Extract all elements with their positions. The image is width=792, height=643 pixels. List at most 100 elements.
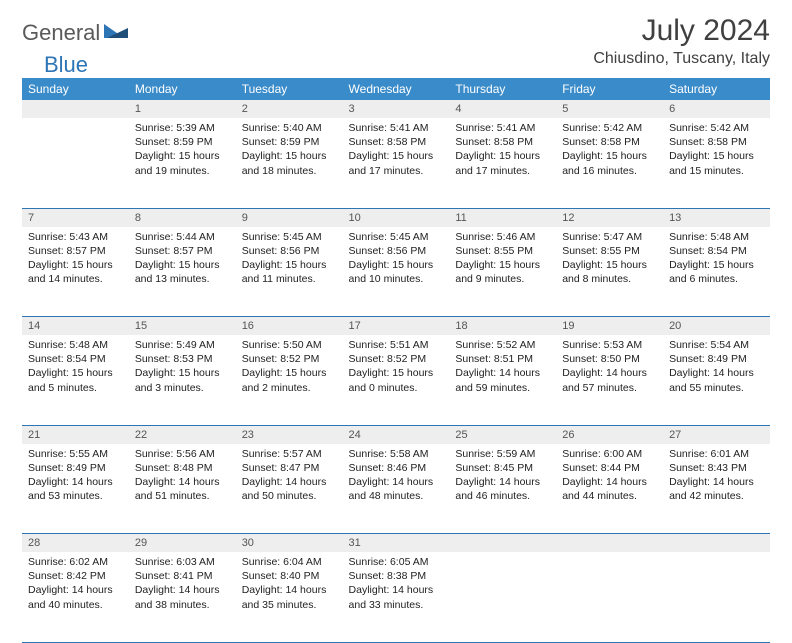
calendar-table: SundayMondayTuesdayWednesdayThursdayFrid… bbox=[22, 78, 770, 643]
day-cell-body: Sunrise: 5:41 AMSunset: 8:58 PMDaylight:… bbox=[343, 118, 450, 184]
day-cell-body: Sunrise: 5:43 AMSunset: 8:57 PMDaylight:… bbox=[22, 227, 129, 293]
day-cell-body: Sunrise: 6:02 AMSunset: 8:42 PMDaylight:… bbox=[22, 552, 129, 618]
day-cell-body: Sunrise: 5:55 AMSunset: 8:49 PMDaylight:… bbox=[22, 444, 129, 510]
day-number: 6 bbox=[663, 100, 770, 118]
day-number: 9 bbox=[236, 208, 343, 227]
week-row: Sunrise: 6:02 AMSunset: 8:42 PMDaylight:… bbox=[22, 552, 770, 642]
day-cell-body: Sunrise: 5:58 AMSunset: 8:46 PMDaylight:… bbox=[343, 444, 450, 510]
day-number bbox=[22, 100, 129, 118]
day-number-row: 78910111213 bbox=[22, 208, 770, 227]
day-number: 20 bbox=[663, 317, 770, 336]
logo: General bbox=[22, 20, 130, 46]
logo-text-blue: Blue bbox=[44, 52, 88, 78]
day-header: Sunday bbox=[22, 78, 129, 100]
day-cell-body: Sunrise: 5:52 AMSunset: 8:51 PMDaylight:… bbox=[449, 335, 556, 401]
day-number: 13 bbox=[663, 208, 770, 227]
day-number: 3 bbox=[343, 100, 450, 118]
week-row: Sunrise: 5:43 AMSunset: 8:57 PMDaylight:… bbox=[22, 227, 770, 317]
day-cell bbox=[22, 118, 129, 208]
week-row: Sunrise: 5:39 AMSunset: 8:59 PMDaylight:… bbox=[22, 118, 770, 208]
week-row: Sunrise: 5:55 AMSunset: 8:49 PMDaylight:… bbox=[22, 444, 770, 534]
week-row: Sunrise: 5:48 AMSunset: 8:54 PMDaylight:… bbox=[22, 335, 770, 425]
day-cell-body: Sunrise: 5:53 AMSunset: 8:50 PMDaylight:… bbox=[556, 335, 663, 401]
day-cell-body: Sunrise: 5:40 AMSunset: 8:59 PMDaylight:… bbox=[236, 118, 343, 184]
day-cell-body: Sunrise: 5:49 AMSunset: 8:53 PMDaylight:… bbox=[129, 335, 236, 401]
day-number: 19 bbox=[556, 317, 663, 336]
day-cell-body: Sunrise: 5:46 AMSunset: 8:55 PMDaylight:… bbox=[449, 227, 556, 293]
day-cell-body: Sunrise: 6:05 AMSunset: 8:38 PMDaylight:… bbox=[343, 552, 450, 618]
day-number-row: 123456 bbox=[22, 100, 770, 118]
day-cell: Sunrise: 5:57 AMSunset: 8:47 PMDaylight:… bbox=[236, 444, 343, 534]
logo-text-general: General bbox=[22, 20, 100, 46]
day-cell: Sunrise: 5:47 AMSunset: 8:55 PMDaylight:… bbox=[556, 227, 663, 317]
day-cell: Sunrise: 5:40 AMSunset: 8:59 PMDaylight:… bbox=[236, 118, 343, 208]
day-cell: Sunrise: 5:48 AMSunset: 8:54 PMDaylight:… bbox=[22, 335, 129, 425]
day-cell: Sunrise: 5:51 AMSunset: 8:52 PMDaylight:… bbox=[343, 335, 450, 425]
day-cell: Sunrise: 5:44 AMSunset: 8:57 PMDaylight:… bbox=[129, 227, 236, 317]
day-number: 26 bbox=[556, 425, 663, 444]
day-number: 7 bbox=[22, 208, 129, 227]
day-cell-body: Sunrise: 5:42 AMSunset: 8:58 PMDaylight:… bbox=[556, 118, 663, 184]
day-cell: Sunrise: 5:45 AMSunset: 8:56 PMDaylight:… bbox=[236, 227, 343, 317]
day-number-row: 28293031 bbox=[22, 534, 770, 553]
day-cell-body: Sunrise: 6:01 AMSunset: 8:43 PMDaylight:… bbox=[663, 444, 770, 510]
day-number: 10 bbox=[343, 208, 450, 227]
day-number: 18 bbox=[449, 317, 556, 336]
day-cell: Sunrise: 6:01 AMSunset: 8:43 PMDaylight:… bbox=[663, 444, 770, 534]
day-number-row: 21222324252627 bbox=[22, 425, 770, 444]
day-header: Thursday bbox=[449, 78, 556, 100]
title-block: July 2024 Chiusdino, Tuscany, Italy bbox=[593, 14, 770, 68]
day-cell: Sunrise: 6:02 AMSunset: 8:42 PMDaylight:… bbox=[22, 552, 129, 642]
day-number: 23 bbox=[236, 425, 343, 444]
day-cell-body: Sunrise: 6:03 AMSunset: 8:41 PMDaylight:… bbox=[129, 552, 236, 618]
day-header: Wednesday bbox=[343, 78, 450, 100]
day-cell-body: Sunrise: 5:45 AMSunset: 8:56 PMDaylight:… bbox=[343, 227, 450, 293]
day-cell-body: Sunrise: 5:50 AMSunset: 8:52 PMDaylight:… bbox=[236, 335, 343, 401]
day-cell: Sunrise: 6:00 AMSunset: 8:44 PMDaylight:… bbox=[556, 444, 663, 534]
day-cell: Sunrise: 5:49 AMSunset: 8:53 PMDaylight:… bbox=[129, 335, 236, 425]
day-header-row: SundayMondayTuesdayWednesdayThursdayFrid… bbox=[22, 78, 770, 100]
day-number bbox=[449, 534, 556, 553]
day-cell: Sunrise: 6:05 AMSunset: 8:38 PMDaylight:… bbox=[343, 552, 450, 642]
day-number: 4 bbox=[449, 100, 556, 118]
day-cell: Sunrise: 5:55 AMSunset: 8:49 PMDaylight:… bbox=[22, 444, 129, 534]
day-cell bbox=[556, 552, 663, 642]
day-cell: Sunrise: 5:41 AMSunset: 8:58 PMDaylight:… bbox=[343, 118, 450, 208]
day-number: 17 bbox=[343, 317, 450, 336]
day-cell: Sunrise: 6:03 AMSunset: 8:41 PMDaylight:… bbox=[129, 552, 236, 642]
day-cell-body: Sunrise: 5:39 AMSunset: 8:59 PMDaylight:… bbox=[129, 118, 236, 184]
day-number: 25 bbox=[449, 425, 556, 444]
day-cell: Sunrise: 5:56 AMSunset: 8:48 PMDaylight:… bbox=[129, 444, 236, 534]
day-cell-body: Sunrise: 5:48 AMSunset: 8:54 PMDaylight:… bbox=[22, 335, 129, 401]
day-cell: Sunrise: 5:50 AMSunset: 8:52 PMDaylight:… bbox=[236, 335, 343, 425]
day-number: 22 bbox=[129, 425, 236, 444]
day-number: 11 bbox=[449, 208, 556, 227]
day-header: Tuesday bbox=[236, 78, 343, 100]
day-cell: Sunrise: 5:42 AMSunset: 8:58 PMDaylight:… bbox=[556, 118, 663, 208]
day-cell: Sunrise: 5:58 AMSunset: 8:46 PMDaylight:… bbox=[343, 444, 450, 534]
day-number: 24 bbox=[343, 425, 450, 444]
day-cell-body: Sunrise: 6:00 AMSunset: 8:44 PMDaylight:… bbox=[556, 444, 663, 510]
day-cell: Sunrise: 5:53 AMSunset: 8:50 PMDaylight:… bbox=[556, 335, 663, 425]
day-cell-body: Sunrise: 5:48 AMSunset: 8:54 PMDaylight:… bbox=[663, 227, 770, 293]
day-cell: Sunrise: 5:52 AMSunset: 8:51 PMDaylight:… bbox=[449, 335, 556, 425]
day-cell: Sunrise: 5:42 AMSunset: 8:58 PMDaylight:… bbox=[663, 118, 770, 208]
day-cell-body: Sunrise: 6:04 AMSunset: 8:40 PMDaylight:… bbox=[236, 552, 343, 618]
day-number: 12 bbox=[556, 208, 663, 227]
day-number: 16 bbox=[236, 317, 343, 336]
day-cell-body: Sunrise: 5:56 AMSunset: 8:48 PMDaylight:… bbox=[129, 444, 236, 510]
day-number: 30 bbox=[236, 534, 343, 553]
day-cell: Sunrise: 6:04 AMSunset: 8:40 PMDaylight:… bbox=[236, 552, 343, 642]
day-header: Saturday bbox=[663, 78, 770, 100]
day-cell-body: Sunrise: 5:59 AMSunset: 8:45 PMDaylight:… bbox=[449, 444, 556, 510]
day-number: 5 bbox=[556, 100, 663, 118]
location: Chiusdino, Tuscany, Italy bbox=[593, 50, 770, 68]
day-header: Monday bbox=[129, 78, 236, 100]
day-number-row: 14151617181920 bbox=[22, 317, 770, 336]
day-number: 28 bbox=[22, 534, 129, 553]
day-cell: Sunrise: 5:45 AMSunset: 8:56 PMDaylight:… bbox=[343, 227, 450, 317]
day-header: Friday bbox=[556, 78, 663, 100]
day-cell-body: Sunrise: 5:47 AMSunset: 8:55 PMDaylight:… bbox=[556, 227, 663, 293]
day-cell: Sunrise: 5:54 AMSunset: 8:49 PMDaylight:… bbox=[663, 335, 770, 425]
day-cell-body: Sunrise: 5:51 AMSunset: 8:52 PMDaylight:… bbox=[343, 335, 450, 401]
